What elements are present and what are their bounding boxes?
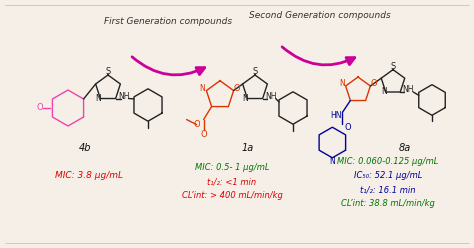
Text: S: S <box>105 67 110 76</box>
FancyArrowPatch shape <box>132 57 205 75</box>
Text: NH: NH <box>402 86 414 94</box>
Text: NH: NH <box>265 92 276 101</box>
Text: S: S <box>391 62 396 71</box>
Text: Second Generation compounds: Second Generation compounds <box>249 10 391 20</box>
Text: CL’int: > 400 mL/min/kg: CL’int: > 400 mL/min/kg <box>182 191 283 200</box>
Text: MIC: 0.5- 1 μg/mL: MIC: 0.5- 1 μg/mL <box>195 163 269 173</box>
Text: First Generation compounds: First Generation compounds <box>104 18 232 27</box>
Text: O: O <box>193 120 200 129</box>
Text: N: N <box>339 79 345 89</box>
Text: O: O <box>344 123 351 132</box>
Text: 1a: 1a <box>242 143 254 153</box>
Text: MIC: 3.8 μg/mL: MIC: 3.8 μg/mL <box>55 171 123 180</box>
Text: N: N <box>95 94 101 103</box>
Text: N: N <box>329 157 335 166</box>
Text: S: S <box>252 67 258 76</box>
Text: N: N <box>243 94 248 103</box>
Text: 4b: 4b <box>79 143 91 153</box>
Text: O: O <box>233 84 240 93</box>
FancyArrowPatch shape <box>282 47 355 65</box>
Text: N: N <box>381 88 387 96</box>
Text: O: O <box>201 130 207 139</box>
Text: O: O <box>36 103 43 113</box>
Text: t₁/₂: <1 min: t₁/₂: <1 min <box>208 178 256 186</box>
Text: 8a: 8a <box>399 143 411 153</box>
Text: HN: HN <box>330 111 342 120</box>
Text: O: O <box>370 79 377 89</box>
Text: CL’int: 38.8 mL/min/kg: CL’int: 38.8 mL/min/kg <box>341 199 435 209</box>
Text: t₁/₂: 16.1 min: t₁/₂: 16.1 min <box>360 186 416 194</box>
Text: NH: NH <box>118 92 129 101</box>
Text: MIC: 0.060-0.125 μg/mL: MIC: 0.060-0.125 μg/mL <box>337 157 439 166</box>
Text: N: N <box>200 84 205 93</box>
Text: IC₅₀: 52.1 μg/mL: IC₅₀: 52.1 μg/mL <box>354 172 422 181</box>
